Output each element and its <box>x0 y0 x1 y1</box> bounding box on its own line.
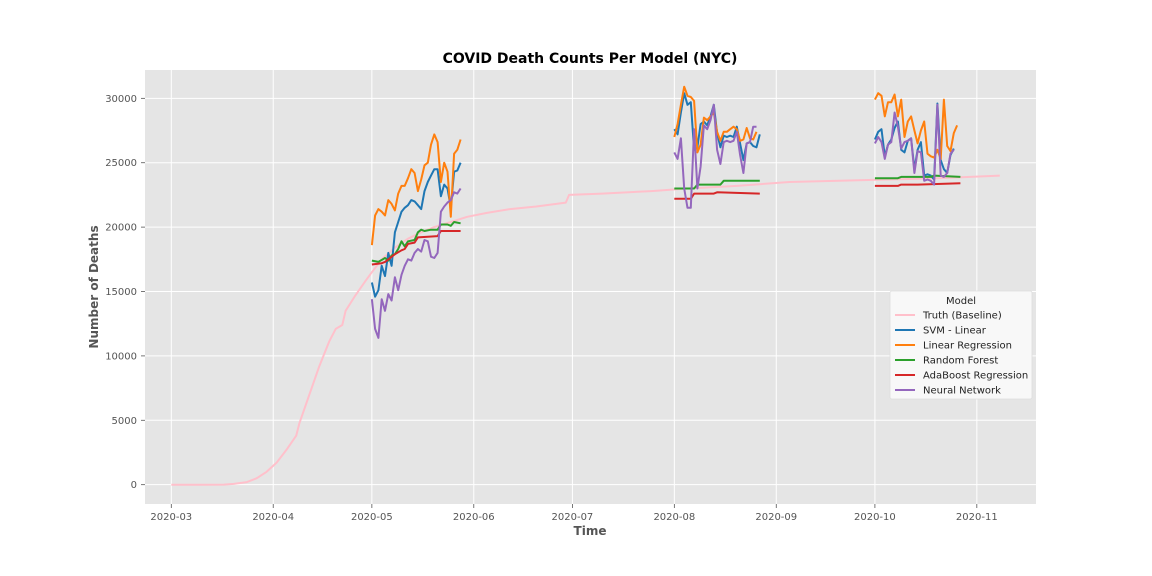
legend-box <box>889 290 1033 400</box>
x-tick-label: 2020-11 <box>956 512 998 523</box>
x-tick-label: 2020-09 <box>755 512 797 523</box>
legend-items: Truth (Baseline) SVM - Linear Linear Regre… <box>895 311 1028 397</box>
legend-label-neural-network: Neural Network <box>923 386 1001 397</box>
x-axis: 2020-03 2020-04 2020-05 2020-06 2020-07 2020-… <box>150 504 998 523</box>
y-tick-label: 15000 <box>105 287 137 298</box>
y-tick-label: 20000 <box>105 223 137 234</box>
y-tick-label: 0 <box>131 480 137 491</box>
x-tick-label: 2020-03 <box>150 512 192 523</box>
x-tick-label: 2020-05 <box>351 512 393 523</box>
legend-label-random-forest: Random Forest <box>923 356 998 367</box>
x-axis-label: Time <box>574 524 607 538</box>
y-tick-label: 5000 <box>112 416 137 427</box>
legend-label-adaboost-regression: AdaBoost Regression <box>923 371 1028 382</box>
legend-title: Model <box>946 296 976 307</box>
series-layer <box>171 85 1000 486</box>
legend: Model Truth (Baseline) SVM - Linear Linear… <box>889 290 1033 400</box>
x-tick-label: 2020-04 <box>252 512 294 523</box>
x-tick-label: 2020-08 <box>653 512 695 523</box>
y-axis: 0 5000 10000 15000 20000 25000 30000 <box>105 94 145 491</box>
chart-title: COVID Death Counts Per Model (NYC) <box>443 51 738 67</box>
x-tick-label: 2020-07 <box>552 512 594 523</box>
grid-lines <box>145 70 1036 504</box>
legend-label-svm-linear: SVM - Linear <box>923 326 987 337</box>
legend-label-linear-regression: Linear Regression <box>923 341 1012 352</box>
y-tick-label: 10000 <box>105 351 137 362</box>
y-axis-label: Number of Deaths <box>87 225 101 348</box>
series-line-neural-network <box>370 103 955 339</box>
x-tick-label: 2020-10 <box>854 512 896 523</box>
y-tick-label: 30000 <box>105 94 137 105</box>
plot-background <box>145 70 1036 504</box>
x-tick-label: 2020-06 <box>453 512 495 523</box>
y-tick-label: 25000 <box>105 158 137 169</box>
legend-label-truth-baseline: Truth (Baseline) <box>922 311 1002 322</box>
